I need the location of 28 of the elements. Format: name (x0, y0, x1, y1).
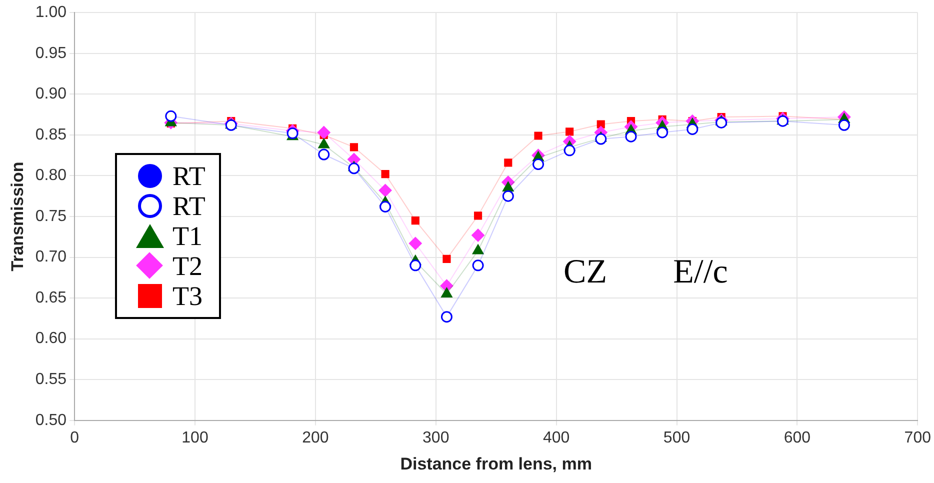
x-tick-label: 700 (904, 429, 932, 446)
y-tick-label: 0.75 (35, 208, 67, 225)
legend-label: T2 (172, 250, 203, 281)
legend-label: T1 (172, 220, 203, 251)
annotation: CZ (564, 254, 607, 291)
y-tick-label: 1.00 (35, 4, 67, 22)
annotation: E//c (673, 254, 728, 291)
y-tick-label: 0.80 (35, 167, 67, 184)
legend-label: RT (172, 160, 206, 191)
y-tick-label: 0.90 (35, 86, 67, 103)
x-tick-label: 600 (784, 429, 811, 446)
x-axis-title: Distance from lens, mm (400, 454, 592, 474)
y-tick-label: 0.55 (35, 371, 67, 388)
y-tick-label: 0.65 (35, 289, 67, 306)
y-tick-label: 0.70 (35, 248, 67, 266)
y-tick-label: 0.85 (35, 126, 67, 144)
legend-label: RT (172, 190, 206, 221)
y-tick-label: 0.60 (35, 330, 67, 348)
x-tick-label: 300 (422, 429, 450, 446)
x-tick-label: 0 (70, 429, 80, 446)
x-tick-label: 200 (302, 429, 329, 446)
x-tick-label: 400 (542, 429, 570, 446)
x-tick-label: 100 (182, 429, 208, 446)
x-tick-label: 500 (663, 429, 690, 446)
y-axis-title: Transmission (8, 162, 27, 272)
y-tick-label: 0.95 (35, 44, 67, 62)
legend-label: T3 (172, 280, 203, 311)
y-tick-label: 0.50 (35, 412, 67, 429)
